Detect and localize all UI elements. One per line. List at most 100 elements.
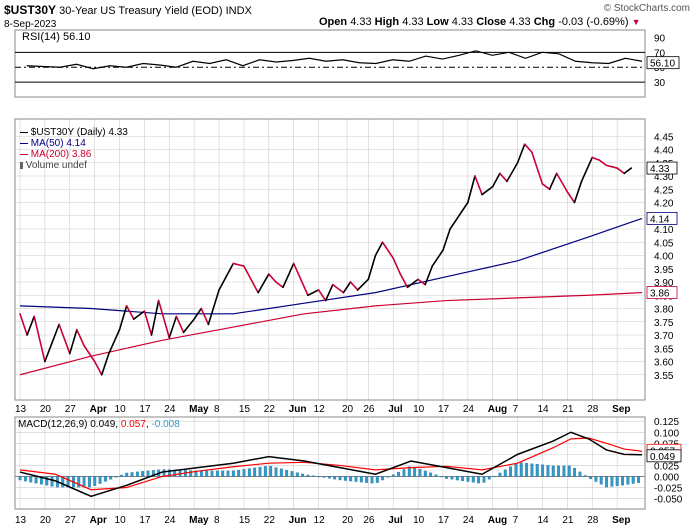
price-tick-label: 4.45	[654, 132, 674, 143]
price-segment	[342, 281, 352, 294]
x-tick-label-bottom: 20	[342, 515, 354, 526]
x-tick-label: 24	[164, 404, 176, 415]
price-segment	[605, 164, 618, 169]
price-segment	[456, 201, 469, 220]
price-tick-label: 4.25	[654, 185, 674, 196]
x-tick-label-bottom: 15	[239, 515, 251, 526]
macd-histogram-bar	[125, 472, 129, 477]
macd-legend-sep: ,	[145, 419, 152, 430]
macd-histogram-bar	[477, 476, 481, 484]
ma50-last-value: 4.14	[650, 214, 670, 225]
price-segment	[616, 167, 626, 175]
x-tick-label-bottom: 27	[65, 515, 77, 526]
macd-histogram-bar	[114, 476, 118, 478]
price-segment	[381, 241, 395, 259]
price-segment	[431, 249, 444, 267]
macd-histogram-bar	[50, 476, 54, 487]
legend-item-price: $UST30Y (Daily) 4.33	[20, 127, 128, 138]
x-tick-label: 10	[413, 404, 425, 415]
price-tick-label: 4.10	[654, 225, 674, 236]
macd-histogram-bar	[263, 466, 267, 477]
rsi-tick-label: 30	[654, 78, 666, 89]
macd-tick-label: -0.050	[654, 495, 683, 506]
price-segment	[417, 278, 426, 286]
macd-histogram-bar	[93, 476, 97, 486]
chg-label: Chg	[533, 16, 556, 28]
macd-histogram-bar	[61, 476, 65, 488]
macd-histogram-bar	[391, 474, 395, 477]
price-segment	[292, 262, 302, 281]
macd-histogram-bar	[610, 476, 614, 487]
macd-histogram-bar	[82, 476, 86, 488]
x-tick-label: Apr	[90, 404, 107, 415]
macd-histogram-bar	[77, 476, 81, 488]
x-tick-label: 17	[139, 404, 151, 415]
price-segment	[243, 265, 252, 281]
price-segment	[118, 305, 128, 331]
price-segment	[150, 299, 160, 336]
legend-swatch-ma200	[20, 153, 28, 156]
x-tick-label-bottom: Sep	[612, 515, 630, 526]
price-segment	[580, 156, 594, 183]
macd-histogram-bar	[461, 476, 465, 481]
price-tick-label: 3.90	[654, 278, 674, 289]
macd-histogram-bar	[509, 466, 513, 477]
legend-label-volume: Volume undef	[25, 160, 87, 171]
macd-histogram-bar	[407, 466, 411, 477]
x-tick-label: Sep	[612, 404, 630, 415]
price-segment	[232, 262, 245, 267]
x-tick-label: 20	[40, 404, 52, 415]
macd-histogram-bar	[231, 470, 235, 477]
macd-histogram-bar	[365, 476, 369, 483]
macd-histogram-bar	[514, 463, 518, 477]
macd-histogram-bar	[205, 470, 209, 477]
price-segment	[499, 172, 508, 183]
macd-histogram-bar	[199, 470, 203, 477]
chart-date: 8-Sep-2023	[4, 19, 57, 30]
macd-histogram-bar	[194, 470, 198, 477]
watermark: © StockCharts.com	[604, 3, 690, 14]
price-tick-label: 3.55	[654, 371, 674, 382]
macd-histogram-bar	[295, 472, 299, 477]
macd-histogram-bar	[98, 476, 102, 484]
macd-signal-line	[19, 437, 643, 491]
close-label: Close	[476, 16, 507, 28]
symbol: $UST30Y	[4, 3, 57, 17]
macd-histogram-bar	[39, 476, 43, 485]
price-tick-label: 4.30	[654, 172, 674, 183]
macd-histogram-bar	[258, 466, 262, 477]
x-tick-label-bottom: 17	[139, 515, 151, 526]
macd-histogram-bar	[445, 476, 449, 479]
legend-label-price: $UST30Y (Daily) 4.33	[30, 127, 128, 138]
x-tick-label: 22	[264, 404, 276, 415]
x-tick-label-bottom: 22	[264, 515, 276, 526]
legend-swatch-volume	[20, 161, 23, 169]
macd-histogram-bar	[247, 468, 251, 477]
price-segment	[424, 265, 434, 286]
legend-swatch-price	[20, 131, 28, 134]
x-tick-label-bottom: 17	[438, 515, 450, 526]
x-tick-label-bottom: Jul	[388, 515, 403, 526]
x-tick-label-bottom: 10	[115, 515, 127, 526]
panel-frame-macd	[14, 416, 646, 510]
price-segment	[623, 167, 633, 175]
macd-histogram-bar	[23, 476, 27, 482]
x-tick-label-bottom: Aug	[488, 515, 507, 526]
price-segment	[250, 278, 259, 294]
x-tick-label-bottom: 8	[214, 515, 220, 526]
macd-histogram-bar	[541, 464, 545, 477]
price-segment	[168, 315, 178, 339]
macd-histogram-bar	[423, 470, 427, 477]
price-segment	[531, 151, 544, 185]
rsi-last-value: 56.10	[650, 59, 675, 70]
rsi-legend: RSI(14) 56.10	[22, 31, 90, 43]
down-triangle-icon: ▼	[631, 17, 641, 27]
price-segment	[374, 241, 384, 257]
price-segment	[218, 275, 227, 291]
price-tick-label: 4.20	[654, 199, 674, 210]
macd-histogram-bar	[562, 465, 566, 477]
macd-histogram-bar	[631, 476, 635, 484]
macd-histogram-bar	[18, 476, 22, 481]
high-value: 4.33	[402, 16, 424, 28]
